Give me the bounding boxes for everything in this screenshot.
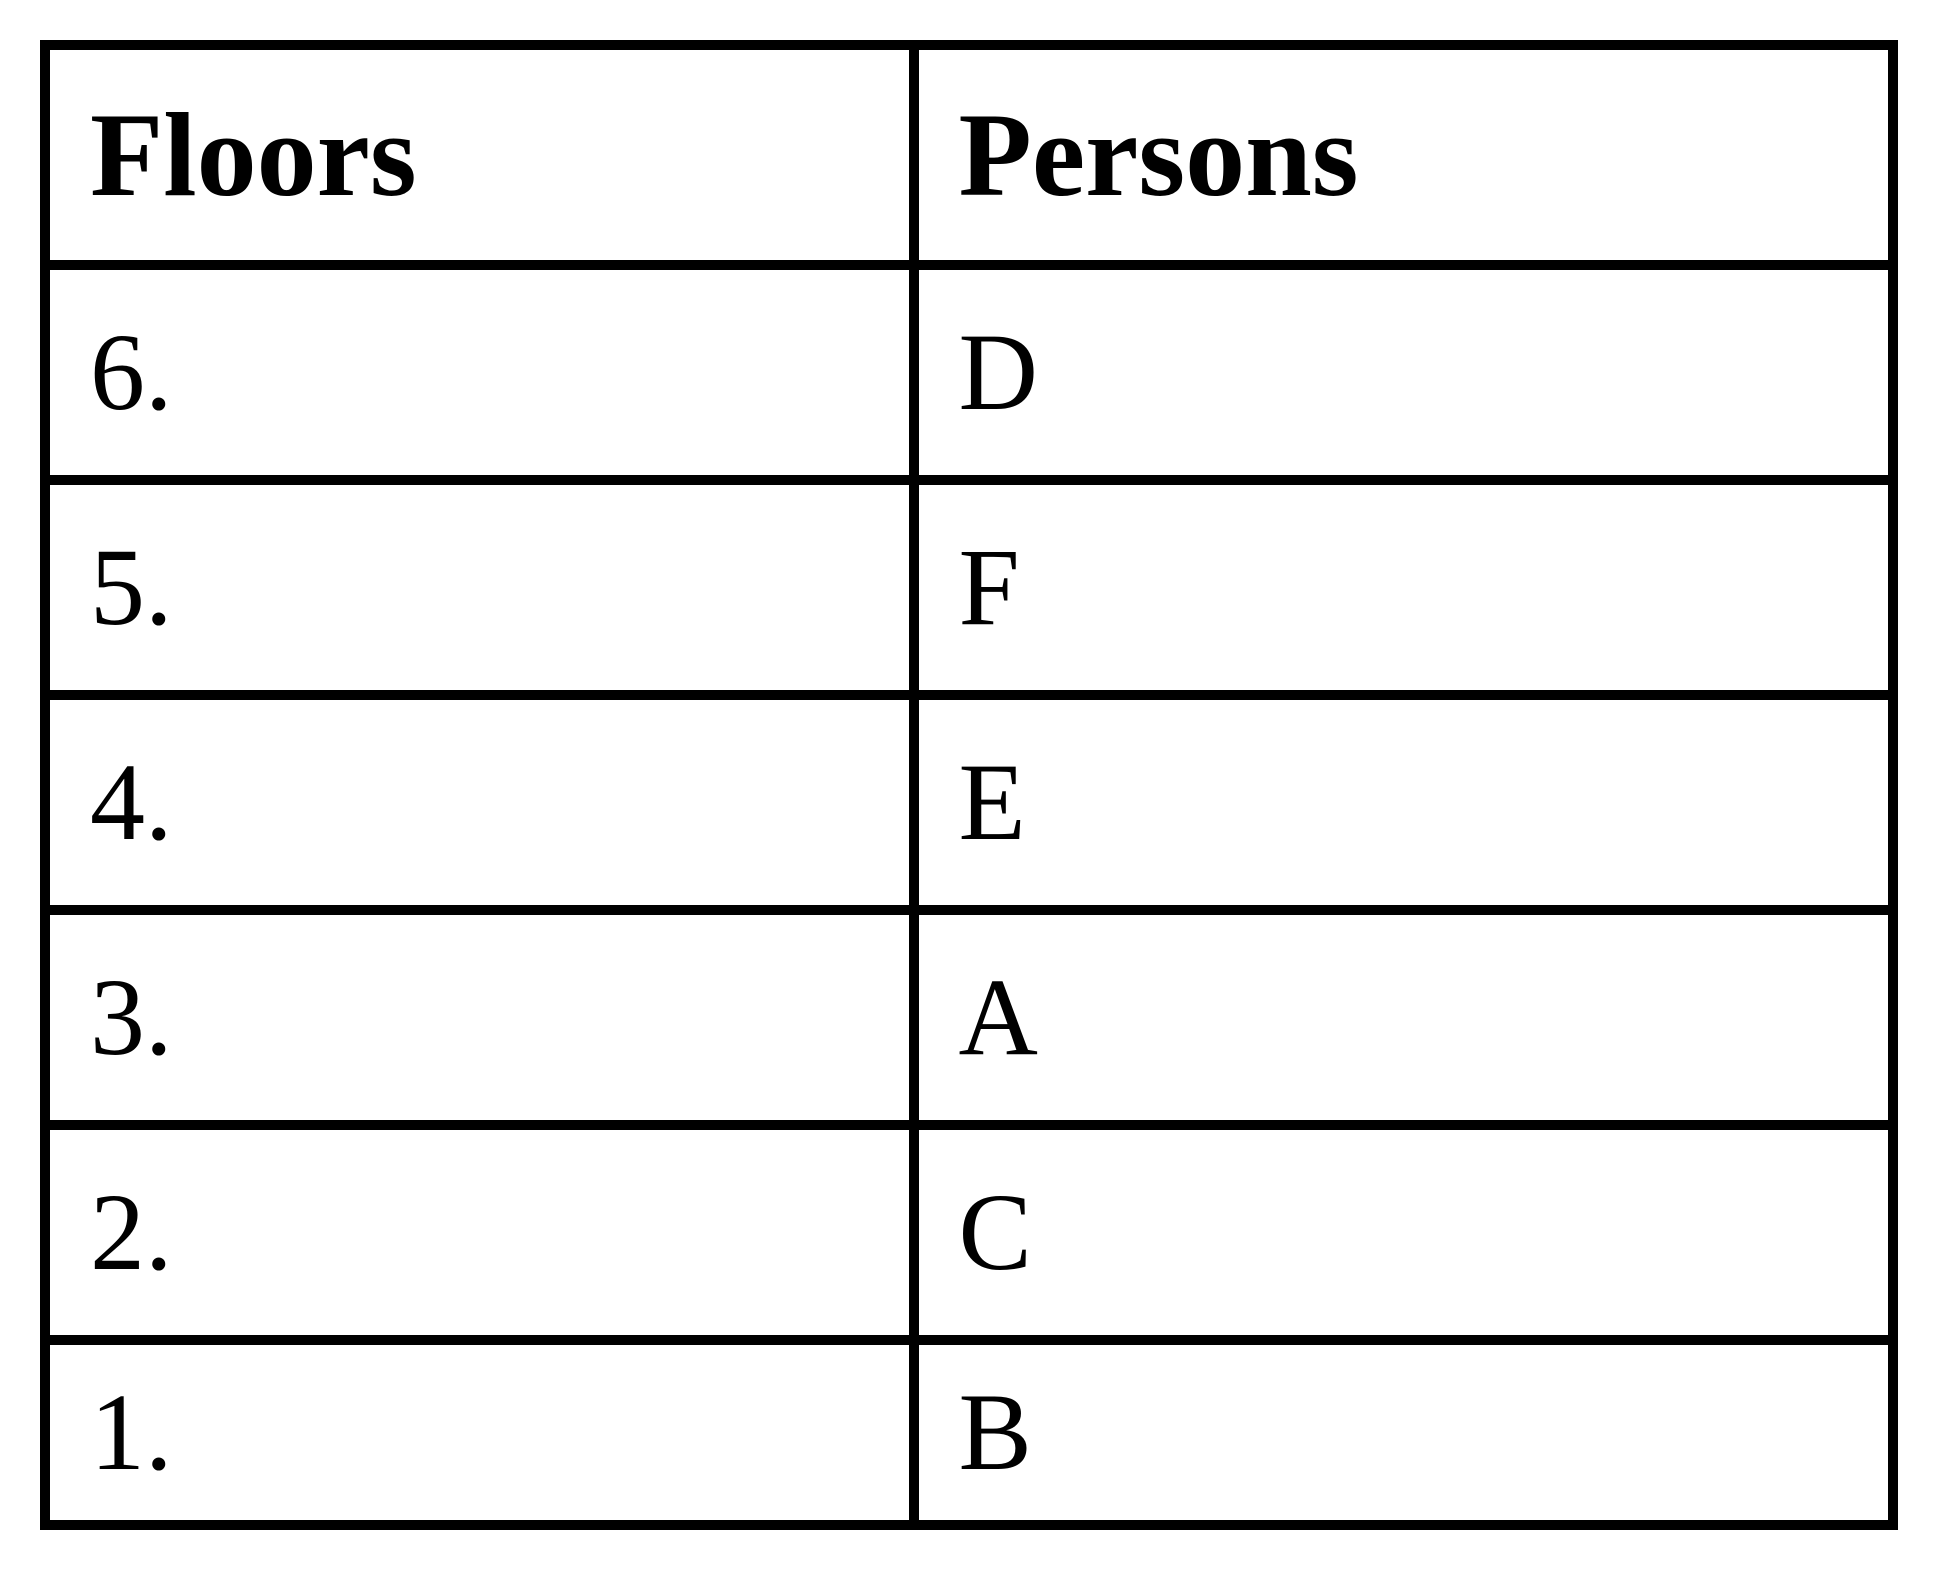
cell-person: F xyxy=(914,480,1893,695)
cell-floor: 2. xyxy=(45,1125,914,1340)
table-row: 2. C xyxy=(45,1125,1893,1340)
col-header-persons: Persons xyxy=(914,45,1893,265)
cell-person: E xyxy=(914,695,1893,910)
table-row: 5. F xyxy=(45,480,1893,695)
floors-persons-table-wrapper: Floors Persons 6. D 5. F 4. E 3. A 2. xyxy=(40,40,1898,1530)
table-header-row: Floors Persons xyxy=(45,45,1893,265)
cell-person: C xyxy=(914,1125,1893,1340)
table-row: 3. A xyxy=(45,910,1893,1125)
cell-floor: 1. xyxy=(45,1340,914,1525)
col-header-floors: Floors xyxy=(45,45,914,265)
cell-floor: 4. xyxy=(45,695,914,910)
cell-floor: 3. xyxy=(45,910,914,1125)
table-row: 4. E xyxy=(45,695,1893,910)
cell-person: A xyxy=(914,910,1893,1125)
table-row: 1. B xyxy=(45,1340,1893,1525)
cell-floor: 5. xyxy=(45,480,914,695)
cell-person: B xyxy=(914,1340,1893,1525)
cell-floor: 6. xyxy=(45,265,914,480)
table-row: 6. D xyxy=(45,265,1893,480)
cell-person: D xyxy=(914,265,1893,480)
floors-persons-table: Floors Persons 6. D 5. F 4. E 3. A 2. xyxy=(40,40,1898,1530)
